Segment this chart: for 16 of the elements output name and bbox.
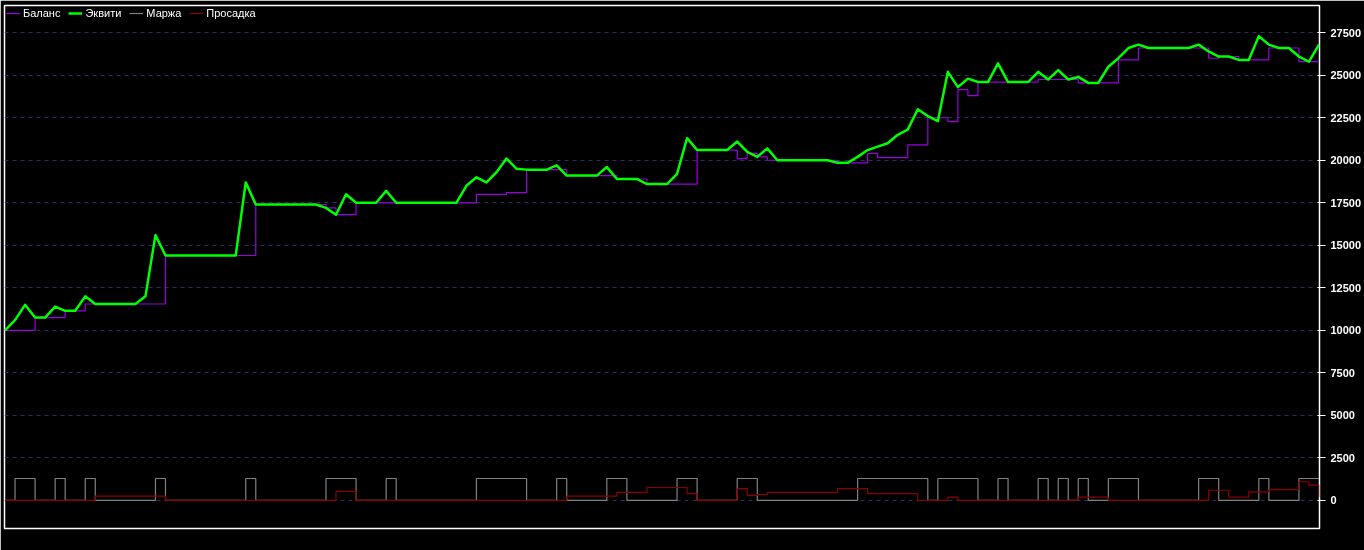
y-tick-label: 12500 [1330,281,1362,294]
y-tick-label: 0 [1330,494,1337,507]
y-tick-label: 25000 [1330,69,1362,82]
legend-label: Просадка [206,7,256,19]
y-tick-label: 27500 [1330,26,1362,39]
legend-label: Маржа [146,7,182,19]
y-tick-label: 17500 [1330,196,1362,209]
legend-label: Баланс [23,7,61,19]
y-tick-label: 7500 [1330,366,1355,379]
y-tick-label: 10000 [1330,324,1362,337]
y-tick-label: 22500 [1330,111,1362,124]
y-tick-label: 20000 [1330,154,1362,167]
y-tick-label: 15000 [1330,239,1362,252]
y-tick-label: 5000 [1330,409,1355,422]
y-tick-label: 2500 [1330,451,1355,464]
legend-label: Эквити [85,7,122,19]
